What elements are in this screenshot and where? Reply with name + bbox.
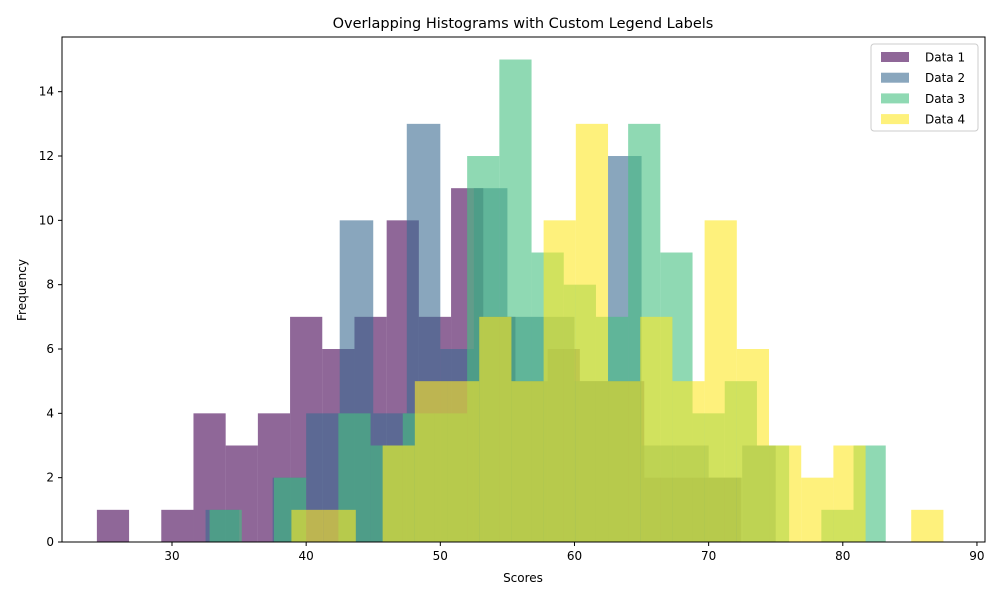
y-tick-label: 0: [46, 535, 54, 549]
x-tick-label: 80: [835, 549, 850, 563]
y-tick-label: 10: [39, 213, 54, 227]
x-tick-label: 60: [567, 549, 582, 563]
x-tick-label: 40: [299, 549, 314, 563]
legend-label: Data 4: [925, 113, 965, 127]
legend-label: Data 1: [925, 51, 965, 65]
legend-label: Data 2: [925, 71, 965, 85]
histogram-bar: [479, 316, 512, 542]
histogram-bar: [511, 381, 544, 542]
histogram-bar: [96, 509, 130, 542]
legend-swatch: [881, 52, 909, 62]
histogram-bar: [640, 316, 673, 542]
histogram-bar: [672, 381, 705, 542]
y-tick-label: 2: [46, 471, 54, 485]
histogram-bar: [382, 445, 415, 542]
legend-label: Data 3: [925, 92, 965, 106]
histogram-bar: [833, 445, 866, 542]
histogram-bar: [704, 220, 737, 542]
x-tick-label: 70: [701, 549, 716, 563]
legend-swatch: [881, 114, 909, 125]
y-tick-label: 6: [46, 342, 54, 356]
y-axis: 0 2 4 6 8 10 12 14: [39, 85, 62, 549]
x-axis: 30 40 50 60 70 80 90: [164, 542, 985, 563]
histogram-bar: [161, 509, 194, 542]
y-tick-label: 4: [46, 406, 54, 420]
histogram-bar: [543, 220, 576, 542]
legend-box: [870, 43, 979, 132]
histogram-bar: [414, 381, 448, 542]
histogram-bar: [911, 509, 944, 542]
chart-title: Overlapping Histograms with Custom Legen…: [333, 16, 714, 32]
histogram-bar: [801, 477, 834, 542]
histogram-bar: [769, 445, 802, 542]
histogram-bar: [291, 509, 324, 542]
y-tick-label: 14: [39, 85, 54, 99]
legend-swatch: [881, 93, 909, 104]
x-tick-label: 30: [164, 549, 179, 563]
plot-frame: [61, 36, 986, 543]
plot-area: [96, 59, 944, 543]
histogram-bar: [323, 509, 356, 542]
histogram-bar: [209, 509, 242, 542]
y-tick-label: 12: [39, 149, 54, 163]
x-axis-label: Scores: [503, 571, 543, 585]
x-tick-label: 50: [433, 549, 448, 563]
y-axis-label: Frequency: [15, 259, 29, 321]
histogram-bar: [608, 381, 641, 542]
legend: Data 1 Data 2 Data 3 Data 4: [870, 43, 979, 132]
histogram-bar: [575, 123, 609, 542]
histogram-bar: [736, 349, 770, 542]
histogram-bar: [447, 381, 480, 542]
legend-swatch: [881, 72, 909, 83]
y-tick-label: 8: [46, 278, 54, 292]
x-tick-label: 90: [969, 549, 984, 563]
series-4: [291, 123, 944, 542]
